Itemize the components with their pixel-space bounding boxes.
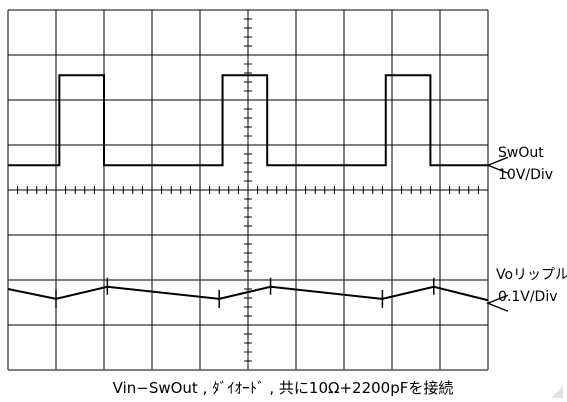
vo-ripple-trace (7, 285, 489, 302)
scope-grid (7, 9, 489, 371)
ch2-name-label: Voリップル (496, 267, 567, 283)
corner-mark-icon (551, 386, 563, 398)
ch1-scale-label: 10V/Div (498, 167, 553, 183)
ch1-marker-arrow-icon (486, 156, 509, 174)
scope-traces (7, 74, 489, 308)
channel-markers (486, 156, 509, 312)
caption: Vin−SwOut , ﾀﾞｲｵｰﾄﾞ , 共に10Ω+2200pFを接続 (113, 379, 454, 397)
ch2-scale-label: 0.1V/Div (498, 289, 558, 305)
ch2-marker-arrow-icon (486, 294, 509, 312)
swout-trace (8, 74, 488, 167)
ch1-name-label: SwOut (498, 145, 544, 161)
